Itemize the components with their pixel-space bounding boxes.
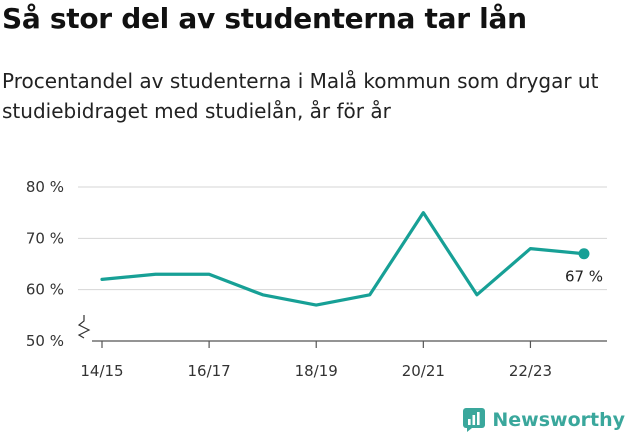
y-tick-label: 60 % — [26, 281, 64, 299]
x-tick-label: 20/21 — [402, 362, 445, 380]
last-point-marker — [578, 248, 590, 260]
newsworthy-logo-icon — [463, 408, 486, 432]
axis-break — [77, 315, 91, 339]
last-value-label: 67 % — [565, 268, 603, 286]
y-axis-labels: 50 % 60 % 70 % 80 % — [26, 178, 64, 350]
x-tick-label: 14/15 — [80, 362, 123, 380]
brand-logo: Newsworthy — [462, 407, 625, 433]
x-tick-label: 18/19 — [295, 362, 338, 380]
series: 67 % — [100, 211, 603, 307]
x-tick-label: 22/23 — [509, 362, 552, 380]
y-tick-label: 70 % — [26, 229, 64, 247]
x-tick-label: 16/17 — [187, 362, 230, 380]
axis-break-icon — [77, 315, 91, 339]
x-axis: 14/15 16/17 18/19 20/21 22/23 — [80, 340, 607, 380]
y-tick-label: 50 % — [26, 332, 64, 350]
gridlines — [78, 186, 607, 291]
y-tick-label: 80 % — [26, 178, 64, 196]
series-line — [100, 211, 586, 307]
chart-title: Så stor del av studenterna tar lån — [2, 2, 527, 35]
brand-name: Newsworthy — [492, 409, 625, 431]
chart-subtitle: Procentandel av studenterna i Malå kommu… — [2, 69, 599, 123]
